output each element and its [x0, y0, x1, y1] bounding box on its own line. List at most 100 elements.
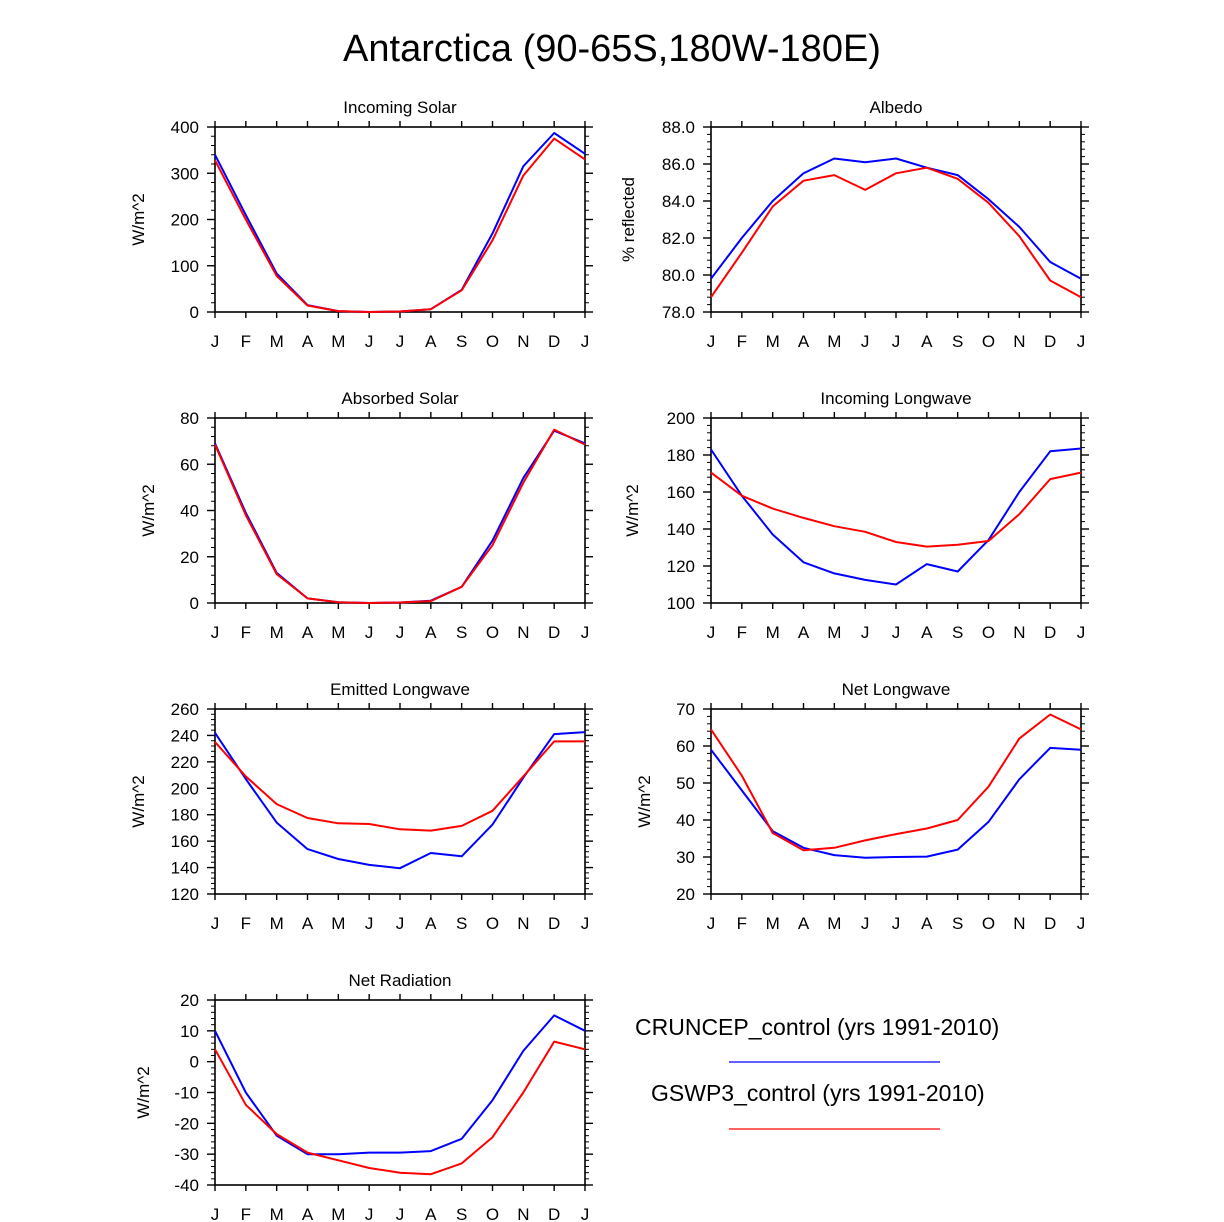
x-tick-label: J — [892, 623, 901, 642]
x-tick-label: J — [396, 332, 405, 351]
x-tick-label: J — [581, 914, 590, 933]
x-tick-label: S — [952, 914, 963, 933]
x-tick-label: J — [581, 623, 590, 642]
x-tick-label: A — [425, 623, 437, 642]
y-tick-label: 86.0 — [662, 155, 695, 174]
y-axis-label: W/m^2 — [134, 1066, 153, 1118]
x-tick-label: N — [1013, 914, 1025, 933]
series-line-CRUNCEP_control — [214, 731, 586, 870]
y-tick-label: 20 — [180, 991, 199, 1010]
x-tick-label: O — [982, 914, 995, 933]
x-tick-label: F — [737, 623, 747, 642]
x-tick-label: M — [827, 914, 841, 933]
x-tick-label: J — [396, 623, 405, 642]
y-tick-label: 50 — [676, 774, 695, 793]
x-tick-label: S — [456, 332, 467, 351]
x-tick-label: M — [270, 332, 284, 351]
plot-frame — [710, 126, 1082, 313]
x-tick-label: M — [331, 623, 345, 642]
x-tick-label: S — [456, 1205, 467, 1222]
y-tick-label: 240 — [171, 726, 199, 745]
series-line-GSWP3_control — [214, 137, 586, 313]
x-tick-label: J — [707, 332, 716, 351]
x-tick-label: N — [517, 914, 529, 933]
x-tick-label: O — [982, 332, 995, 351]
y-axis-label: W/m^2 — [623, 484, 642, 536]
y-tick-label: 300 — [171, 164, 199, 183]
x-tick-label: O — [486, 332, 499, 351]
x-tick-label: A — [921, 332, 933, 351]
y-axis-label: % reflected — [619, 177, 638, 262]
series-line-CRUNCEP_control — [214, 429, 586, 604]
x-tick-label: A — [302, 332, 314, 351]
y-tick-label: 120 — [171, 885, 199, 904]
y-axis-label: W/m^2 — [635, 775, 654, 827]
legend-label-gswp3: GSWP3_control (yrs 1991-2010) — [651, 1080, 985, 1106]
y-tick-label: 200 — [667, 409, 695, 428]
x-tick-label: J — [396, 1205, 405, 1222]
x-tick-label: J — [211, 623, 220, 642]
panel-title: Emitted Longwave — [330, 680, 470, 699]
x-tick-label: J — [581, 332, 590, 351]
x-tick-label: A — [798, 914, 810, 933]
chart-panel: J F M A M J J A S O N D J100120140160180200Incoming … — [623, 389, 1089, 642]
panel-title: Net Radiation — [348, 971, 451, 990]
x-tick-label: S — [952, 332, 963, 351]
x-tick-label: J — [365, 623, 374, 642]
y-tick-label: 88.0 — [662, 118, 695, 137]
x-tick-label: J — [365, 332, 374, 351]
y-tick-label: 60 — [180, 455, 199, 474]
plot-frame — [710, 708, 1082, 895]
x-tick-label: S — [456, 623, 467, 642]
x-tick-label: J — [861, 623, 870, 642]
x-tick-label: A — [302, 914, 314, 933]
plot-frame — [710, 417, 1082, 604]
x-tick-label: N — [517, 1205, 529, 1222]
y-axis-label: W/m^2 — [139, 484, 158, 536]
x-tick-label: O — [486, 623, 499, 642]
x-tick-label: M — [331, 1205, 345, 1222]
x-tick-label: A — [302, 1205, 314, 1222]
x-tick-label: A — [921, 623, 933, 642]
x-tick-label: F — [737, 914, 747, 933]
x-tick-label: J — [707, 623, 716, 642]
series-line-GSWP3_control — [214, 740, 585, 832]
x-tick-label: D — [548, 332, 560, 351]
x-tick-label: J — [892, 332, 901, 351]
x-tick-label: J — [892, 914, 901, 933]
y-tick-label: 100 — [667, 594, 695, 613]
x-tick-label: F — [737, 332, 747, 351]
y-tick-label: 200 — [171, 211, 199, 230]
x-tick-label: M — [270, 914, 284, 933]
series-line-CRUNCEP_control — [710, 746, 1082, 859]
x-tick-label: M — [827, 332, 841, 351]
y-tick-label: 220 — [171, 753, 199, 772]
x-tick-label: D — [548, 914, 560, 933]
y-tick-label: 0 — [190, 594, 199, 613]
x-tick-label: S — [952, 623, 963, 642]
y-tick-label: 40 — [180, 502, 199, 521]
series-line-CRUNCEP_control — [214, 132, 586, 313]
series-line-GSWP3_control — [214, 1040, 586, 1176]
x-tick-label: D — [1044, 914, 1056, 933]
x-tick-label: M — [766, 623, 780, 642]
panel-title: Incoming Longwave — [820, 389, 971, 408]
x-tick-label: J — [1077, 623, 1086, 642]
y-tick-label: 10 — [180, 1022, 199, 1041]
y-tick-label: 20 — [676, 885, 695, 904]
plot-frame — [214, 708, 586, 895]
y-tick-label: -30 — [174, 1145, 199, 1164]
x-tick-label: D — [1044, 623, 1056, 642]
y-tick-label: 100 — [171, 257, 199, 276]
y-tick-label: 82.0 — [662, 229, 695, 248]
x-tick-label: J — [707, 914, 716, 933]
series-line-CRUNCEP_control — [710, 447, 1082, 586]
y-tick-label: -20 — [174, 1114, 199, 1133]
panel-title: Albedo — [870, 98, 923, 117]
x-tick-label: F — [241, 332, 251, 351]
x-tick-label: N — [517, 623, 529, 642]
x-tick-label: J — [1077, 914, 1086, 933]
